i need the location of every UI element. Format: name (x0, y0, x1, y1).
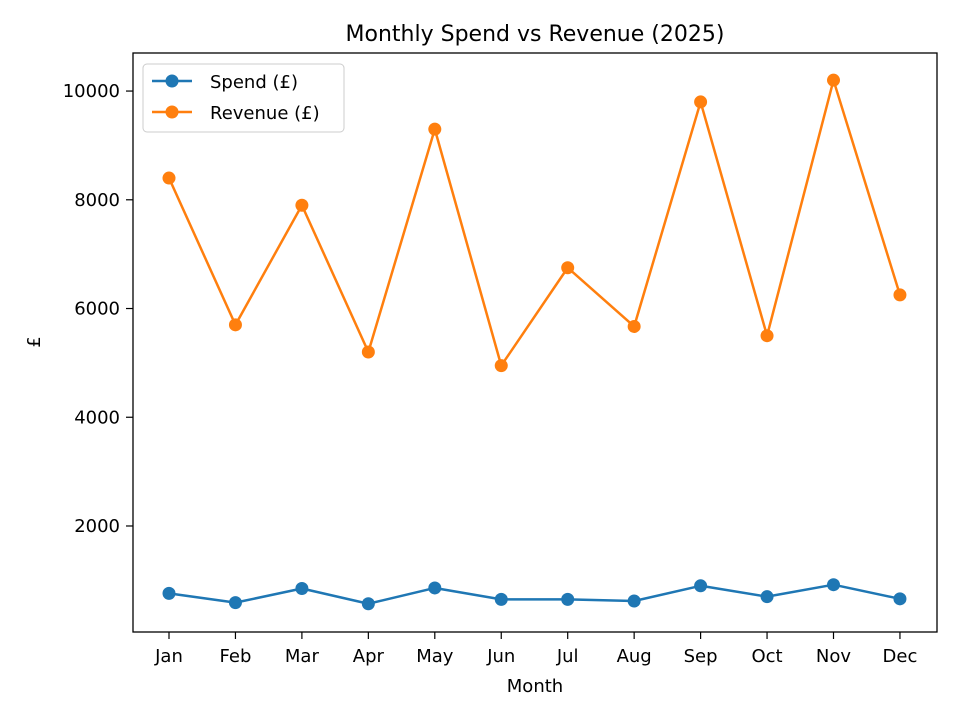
y-tick-label: 6000 (74, 299, 120, 320)
x-axis: Jan Feb Mar Apr May Jun Jul Aug Sep Oct Nov Dec (154, 632, 917, 667)
data-point-revenue (428, 122, 442, 136)
data-point-revenue (694, 95, 708, 109)
data-point-revenue (228, 318, 242, 332)
series-spend (162, 578, 907, 611)
x-tick-label: Mar (285, 646, 320, 667)
x-tick-label: Jul (556, 646, 579, 667)
legend-marker-revenue (165, 105, 179, 119)
series-line-revenue (167, 78, 902, 367)
data-point-spend (627, 594, 641, 608)
data-point-spend (494, 592, 508, 606)
data-point-revenue (361, 345, 375, 359)
plot-frame (132, 52, 938, 633)
y-axis: 2000 4000 6000 8000 10000 (63, 81, 133, 537)
x-tick-label: May (416, 646, 454, 667)
x-tick-label: Apr (353, 646, 385, 667)
data-point-revenue (295, 198, 309, 212)
y-axis-title: £ (24, 336, 45, 347)
x-tick-label: Aug (617, 646, 652, 667)
data-point-spend (361, 597, 375, 611)
y-tick-label: 2000 (74, 516, 120, 537)
data-point-spend (428, 581, 442, 595)
data-point-revenue (561, 261, 575, 275)
x-tick-label: Dec (883, 646, 918, 667)
data-point-spend (893, 592, 907, 606)
legend: Spend (£) Revenue (£) (142, 63, 345, 133)
data-point-revenue (893, 288, 907, 302)
legend-marker-spend (165, 74, 179, 88)
y-tick-label: 8000 (74, 190, 120, 211)
x-axis-title: Month (507, 676, 563, 697)
x-tick-label: Jun (486, 646, 515, 667)
data-point-spend (827, 578, 840, 592)
x-tick-label: Sep (684, 646, 718, 667)
series-line-spend (168, 583, 901, 605)
data-point-spend (228, 596, 242, 610)
y-tick-label: 4000 (74, 407, 120, 428)
x-tick-label: Feb (220, 646, 252, 667)
data-point-revenue (760, 329, 774, 343)
data-point-spend (295, 582, 309, 596)
chart-title: Monthly Spend vs Revenue (2025) (346, 22, 725, 47)
data-point-spend (162, 586, 176, 600)
plot-area (162, 73, 907, 611)
data-point-revenue (494, 359, 508, 373)
x-tick-label: Nov (816, 646, 851, 667)
legend-box (142, 63, 345, 133)
y-tick-label: 10000 (63, 81, 120, 102)
data-point-revenue (627, 319, 641, 333)
legend-label-spend: Spend (£) (210, 72, 298, 93)
data-point-revenue (162, 171, 176, 185)
data-point-spend (694, 579, 708, 593)
data-point-spend (561, 592, 575, 606)
legend-label-revenue: Revenue (£) (210, 103, 320, 124)
x-tick-label: Oct (751, 646, 782, 667)
data-point-revenue (827, 73, 840, 87)
data-point-spend (760, 590, 774, 604)
x-tick-label: Jan (154, 646, 183, 667)
series-revenue (162, 73, 907, 373)
